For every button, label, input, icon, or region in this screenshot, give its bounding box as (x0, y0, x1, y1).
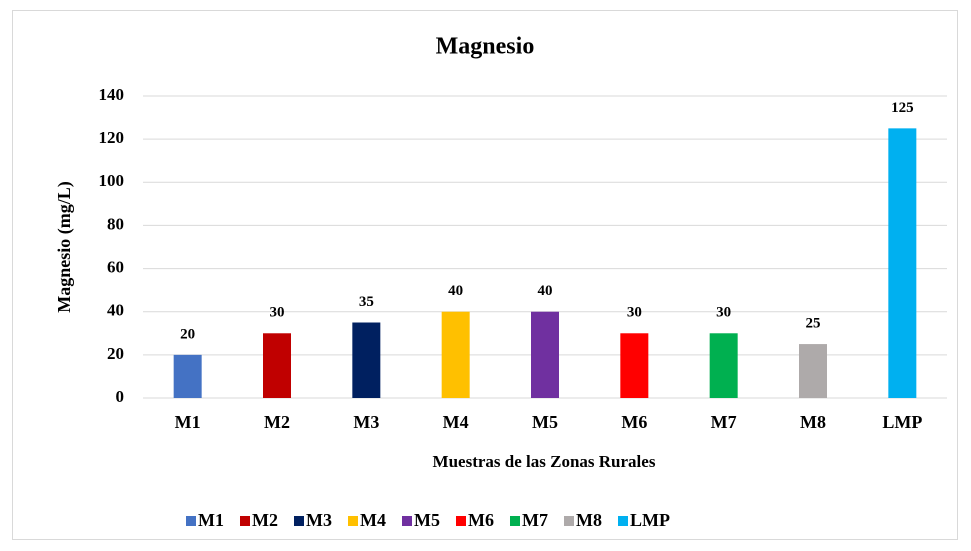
value-label: 30 (716, 305, 731, 321)
value-label: 40 (538, 283, 553, 299)
legend-label: LMP (630, 510, 670, 530)
legend-swatch (456, 516, 466, 526)
value-label: 30 (270, 305, 285, 321)
x-tick-label: LMP (882, 412, 922, 432)
bar (173, 354, 202, 398)
legend-swatch (348, 516, 358, 526)
bar (799, 344, 827, 398)
x-tick-label: M1 (175, 412, 201, 432)
y-tick-label: 20 (107, 344, 124, 363)
value-label: 35 (359, 294, 374, 310)
legend-label: M6 (468, 510, 494, 530)
x-tick-label: M8 (800, 412, 826, 432)
x-tick-label: M4 (443, 412, 469, 432)
legend-label: M8 (576, 510, 602, 530)
value-label: 30 (627, 305, 642, 321)
y-tick-label: 120 (99, 128, 125, 147)
legend-swatch (186, 516, 196, 526)
x-tick-label: M5 (532, 412, 558, 432)
bar (263, 333, 291, 398)
legend-label: M5 (414, 510, 440, 530)
y-tick-label: 60 (107, 257, 124, 276)
bar (888, 128, 917, 398)
value-label: 125 (891, 100, 914, 116)
legend-swatch (240, 516, 250, 526)
y-tick-label: 0 (116, 387, 125, 406)
y-tick-label: 100 (99, 171, 125, 190)
chart-border (12, 10, 958, 540)
legend-label: M2 (252, 510, 278, 530)
legend-swatch (510, 516, 520, 526)
x-tick-label: M6 (621, 412, 647, 432)
x-axis-label: Muestras de las Zonas Rurales (433, 452, 656, 471)
y-axis-label: Magnesio (mg/L) (54, 181, 75, 312)
legend-label: M3 (306, 510, 332, 530)
legend-label: M1 (198, 510, 224, 530)
bar (352, 322, 381, 398)
y-tick-label: 140 (99, 85, 125, 104)
x-tick-label: M2 (264, 412, 290, 432)
bar (531, 311, 559, 398)
chart-title: Magnesio (436, 34, 535, 60)
x-tick-label: M7 (711, 412, 737, 432)
value-label: 25 (806, 316, 821, 332)
legend-swatch (564, 516, 574, 526)
value-label: 40 (448, 283, 463, 299)
bar (441, 311, 470, 398)
bar (620, 333, 649, 398)
bar (709, 333, 738, 398)
legend-swatch (618, 516, 628, 526)
legend-swatch (294, 516, 304, 526)
legend-label: M4 (360, 510, 386, 530)
legend-swatch (402, 516, 412, 526)
y-tick-label: 40 (107, 301, 124, 320)
legend-label: M7 (522, 510, 548, 530)
value-label: 20 (180, 326, 195, 342)
y-tick-label: 80 (107, 214, 124, 233)
x-tick-label: M3 (353, 412, 379, 432)
